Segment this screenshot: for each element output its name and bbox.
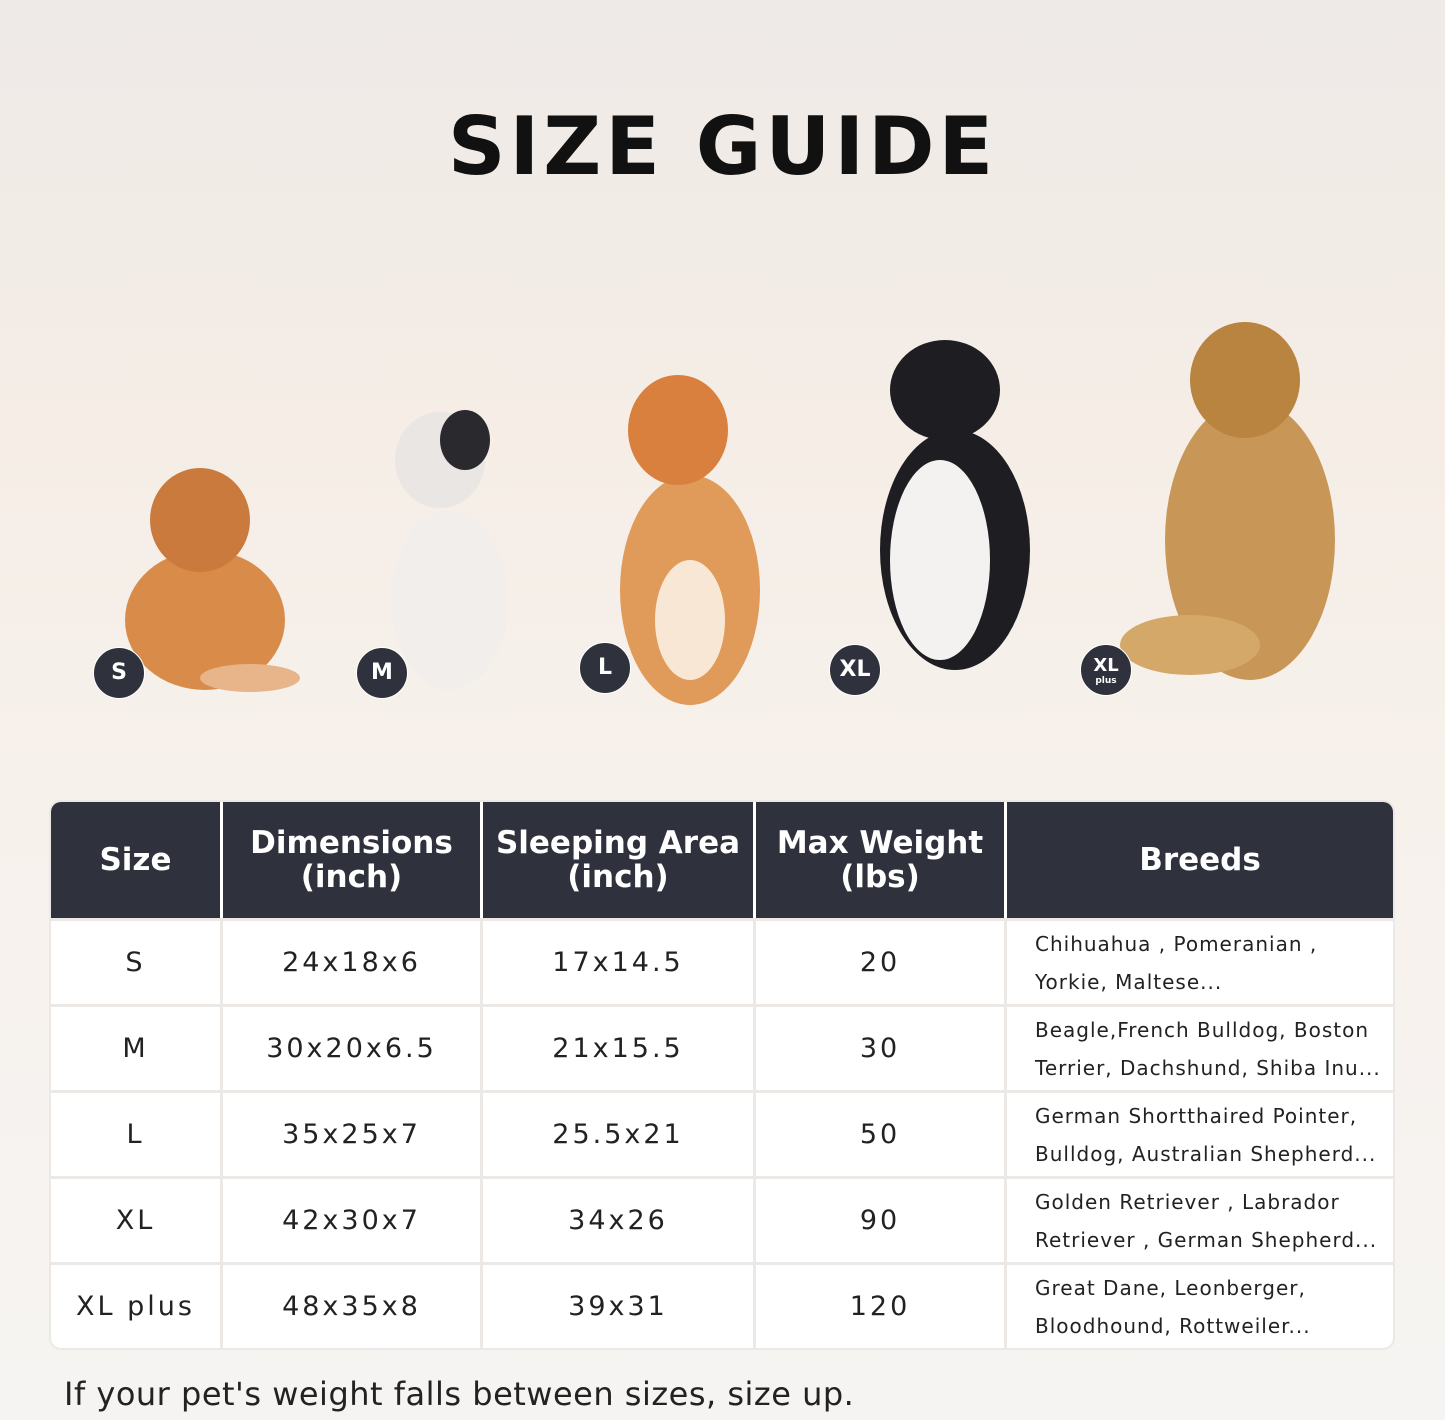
badge-sublabel: plus <box>1095 675 1117 686</box>
badge-label: XL <box>1093 654 1119 676</box>
cell-size: S <box>51 918 223 1004</box>
cell-dimensions: 48x35x8 <box>223 1262 483 1348</box>
dog-illustrations <box>125 322 1335 705</box>
cell-sleeping-area: 17x14.5 <box>483 918 756 1004</box>
golden-retriever-image <box>1120 322 1335 680</box>
cell-dimensions: 30x20x6.5 <box>223 1004 483 1090</box>
size-badge-l: L <box>579 642 631 694</box>
border-collie-image <box>880 340 1030 670</box>
header-max-weight: Max Weight (lbs) <box>756 802 1007 918</box>
cell-dimensions: 35x25x7 <box>223 1090 483 1176</box>
cell-max-weight: 120 <box>756 1262 1007 1348</box>
cell-sleeping-area: 21x15.5 <box>483 1004 756 1090</box>
cell-max-weight: 30 <box>756 1004 1007 1090</box>
badge-label: M <box>371 660 393 685</box>
table-header-row: Size Dimensions (inch) Sleeping Area (inch… <box>51 802 1393 918</box>
cell-max-weight: 90 <box>756 1176 1007 1262</box>
header-dimensions: Dimensions (inch) <box>223 802 483 918</box>
size-table: Size Dimensions (inch) Sleeping Area (inch… <box>51 802 1393 1348</box>
cell-size: L <box>51 1090 223 1176</box>
cell-max-weight: 20 <box>756 918 1007 1004</box>
table-row: XL 42x30x7 34x26 90 Golden Retriever , Labra… <box>51 1176 1393 1262</box>
cell-sleeping-area: 34x26 <box>483 1176 756 1262</box>
cell-breeds: Great Dane, Leonberger, Bloodhound, Rottw… <box>1007 1262 1393 1348</box>
page-title: SIZE GUIDE <box>447 100 998 193</box>
cell-dimensions: 42x30x7 <box>223 1176 483 1262</box>
table-row: XL plus 48x35x8 39x31 120 Great Dane, Leonbe… <box>51 1262 1393 1348</box>
french-bulldog-image <box>392 410 508 690</box>
table-row: M 30x20x6.5 21x15.5 30 Beagle,French Bulldog… <box>51 1004 1393 1090</box>
header-size: Size <box>51 802 223 918</box>
cell-breeds: Beagle,French Bulldog, Boston Terrier, Da… <box>1007 1004 1393 1090</box>
badge-label: L <box>597 655 613 680</box>
cell-breeds: Golden Retriever , Labrador Retriever , G… <box>1007 1176 1393 1262</box>
header-sleeping-area: Sleeping Area (inch) <box>483 802 756 918</box>
shiba-inu-image <box>620 375 760 705</box>
cell-max-weight: 50 <box>756 1090 1007 1176</box>
cell-sleeping-area: 25.5x21 <box>483 1090 756 1176</box>
cell-size: XL plus <box>51 1262 223 1348</box>
table-row: S 24x18x6 17x14.5 20 Chihuahua , Pomeranian … <box>51 918 1393 1004</box>
header-breeds: Breeds <box>1007 802 1393 918</box>
cell-size: XL <box>51 1176 223 1262</box>
cell-dimensions: 24x18x6 <box>223 918 483 1004</box>
size-badge-xl: XL <box>829 644 881 696</box>
size-badge-xl-plus: XL plus <box>1080 644 1132 696</box>
pomeranian-image <box>125 468 300 692</box>
sizing-note: If your pet's weight falls between sizes… <box>64 1375 855 1413</box>
cell-breeds: German Shortthaired Pointer, Bulldog, Aus… <box>1007 1090 1393 1176</box>
table-row: L 35x25x7 25.5x21 50 German Shortthaired Poi… <box>51 1090 1393 1176</box>
badge-label: XL <box>839 657 871 682</box>
size-badge-m: M <box>356 647 408 699</box>
dog-photos: S M L XL XL plus <box>0 300 1445 730</box>
badge-label: S <box>111 660 127 685</box>
cell-breeds: Chihuahua , Pomeranian , Yorkie, Maltese.… <box>1007 918 1393 1004</box>
cell-sleeping-area: 39x31 <box>483 1262 756 1348</box>
size-badge-s: S <box>93 647 145 699</box>
cell-size: M <box>51 1004 223 1090</box>
